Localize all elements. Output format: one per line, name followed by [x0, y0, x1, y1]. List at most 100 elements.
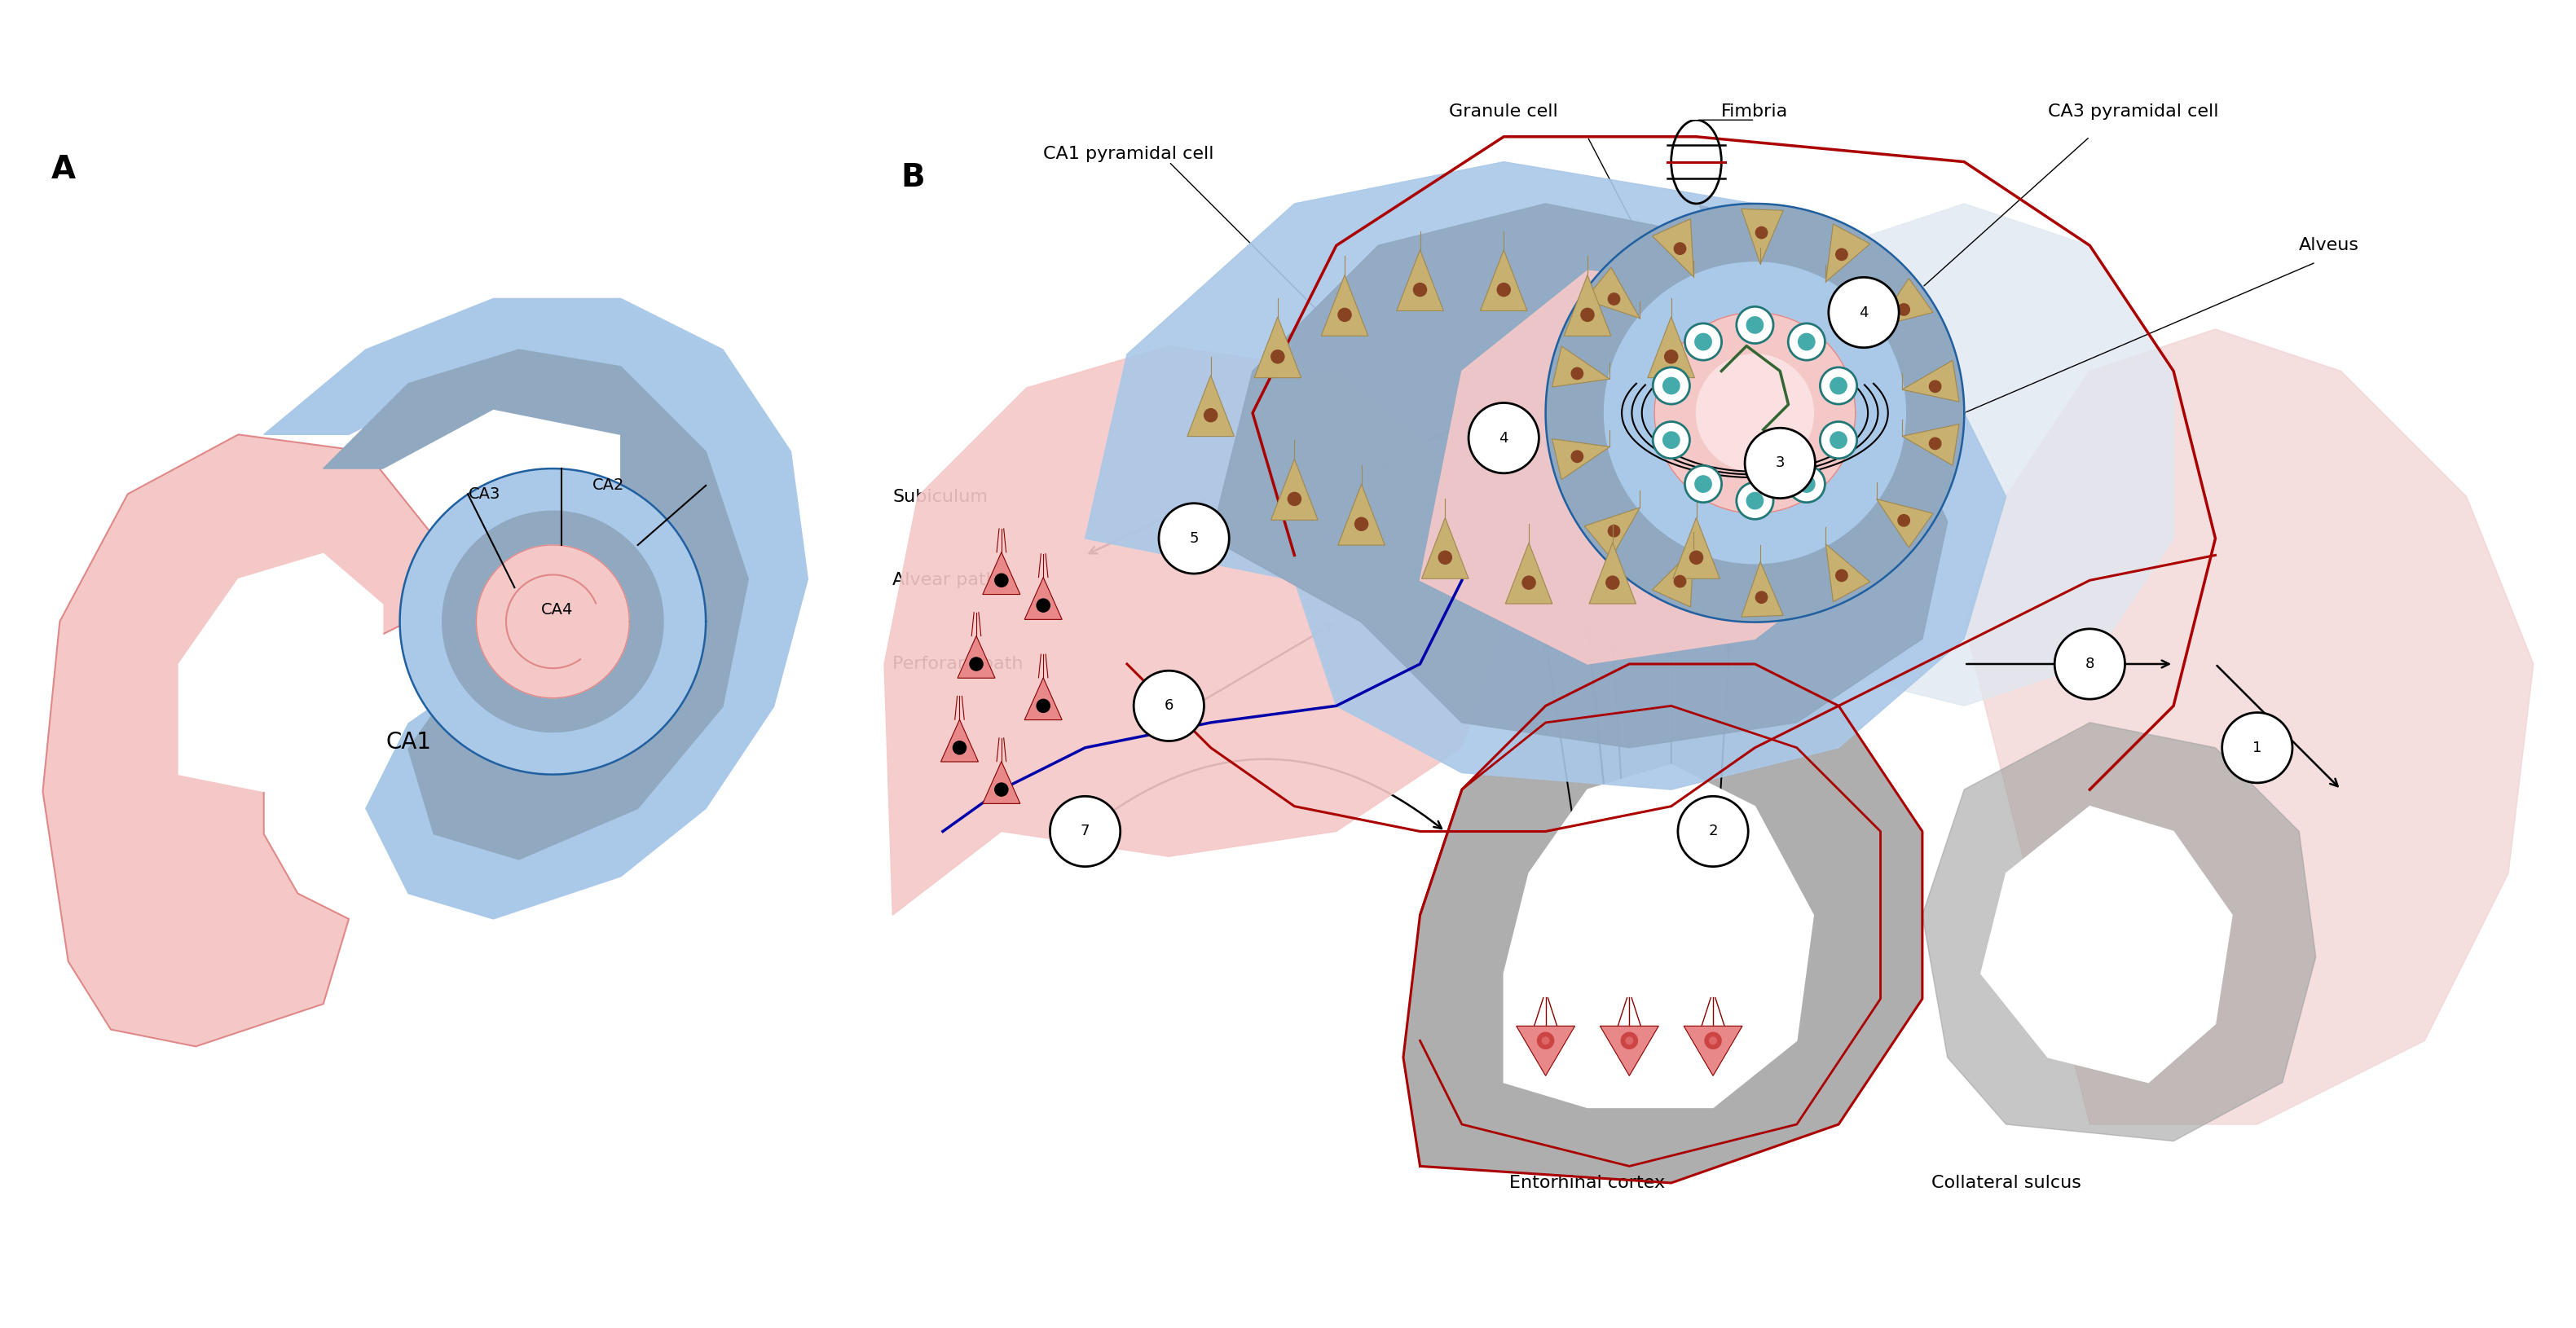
Circle shape [1929, 438, 1942, 449]
Circle shape [1798, 333, 1816, 351]
Polygon shape [1504, 765, 1814, 1108]
Polygon shape [443, 511, 665, 732]
Circle shape [1674, 575, 1685, 587]
Text: 2: 2 [1708, 825, 1718, 839]
Text: 5: 5 [1190, 531, 1198, 546]
Text: Fimbria: Fimbria [1721, 104, 1788, 120]
Polygon shape [1600, 1027, 1659, 1076]
Text: CA3: CA3 [469, 486, 500, 502]
Text: CA4: CA4 [541, 603, 572, 618]
Polygon shape [325, 349, 750, 859]
Polygon shape [1651, 219, 1695, 278]
Text: Perforant path: Perforant path [891, 656, 1023, 672]
Polygon shape [477, 544, 629, 699]
Circle shape [1036, 599, 1051, 612]
Circle shape [994, 574, 1007, 587]
Circle shape [1899, 304, 1909, 315]
Circle shape [1757, 591, 1767, 603]
Circle shape [1571, 450, 1584, 462]
Circle shape [1685, 466, 1721, 502]
Circle shape [1607, 525, 1620, 537]
Polygon shape [1741, 208, 1783, 264]
Circle shape [1414, 283, 1427, 296]
Text: 4: 4 [1860, 305, 1868, 320]
Polygon shape [399, 469, 706, 774]
Polygon shape [1255, 317, 1301, 377]
Circle shape [1543, 1037, 1548, 1044]
Text: Alvear path: Alvear path [891, 572, 997, 588]
Polygon shape [1517, 1027, 1574, 1076]
Polygon shape [1685, 1027, 1741, 1076]
Polygon shape [1826, 224, 1870, 282]
Circle shape [1605, 576, 1620, 590]
Circle shape [1788, 324, 1824, 360]
Circle shape [1355, 518, 1368, 531]
Circle shape [1654, 368, 1690, 404]
Circle shape [1607, 293, 1620, 305]
Polygon shape [1025, 578, 1061, 619]
Polygon shape [1584, 507, 1641, 558]
Circle shape [1747, 493, 1762, 509]
Polygon shape [1337, 485, 1386, 546]
Text: 7: 7 [1079, 825, 1090, 839]
Text: 4: 4 [1499, 430, 1510, 445]
Polygon shape [1396, 250, 1443, 311]
Polygon shape [1654, 312, 1855, 514]
Polygon shape [1564, 275, 1610, 336]
Text: Granule cell: Granule cell [1450, 104, 1558, 120]
Polygon shape [1551, 438, 1610, 479]
Circle shape [1821, 422, 1857, 458]
Polygon shape [1422, 518, 1468, 579]
Text: A: A [52, 154, 75, 185]
Polygon shape [1321, 275, 1368, 336]
Circle shape [1337, 308, 1352, 321]
Circle shape [1837, 570, 1847, 582]
Text: 3: 3 [1775, 456, 1785, 470]
Polygon shape [1698, 355, 1814, 471]
Circle shape [953, 741, 966, 754]
Text: 6: 6 [1164, 699, 1175, 713]
Polygon shape [1419, 271, 1862, 664]
Circle shape [1821, 368, 1857, 404]
Circle shape [1798, 475, 1816, 493]
Circle shape [1582, 308, 1595, 321]
Text: CA1: CA1 [386, 730, 430, 754]
Circle shape [1620, 1032, 1638, 1049]
Circle shape [1710, 1037, 1716, 1044]
Circle shape [1736, 482, 1772, 519]
Text: B: B [902, 162, 925, 193]
Circle shape [1829, 278, 1899, 348]
Circle shape [1051, 797, 1121, 867]
Circle shape [994, 784, 1007, 795]
Circle shape [1625, 1037, 1633, 1044]
Polygon shape [1025, 677, 1061, 720]
Polygon shape [1875, 499, 1932, 547]
Circle shape [1829, 432, 1847, 449]
Polygon shape [1546, 203, 1963, 622]
Text: Alveus: Alveus [2298, 238, 2360, 254]
Circle shape [1203, 409, 1218, 422]
Text: CA1 pyramidal cell: CA1 pyramidal cell [1043, 146, 1213, 162]
Polygon shape [1481, 250, 1528, 311]
Text: CA3 pyramidal cell: CA3 pyramidal cell [2048, 104, 2218, 120]
Circle shape [2056, 629, 2125, 699]
Polygon shape [1741, 562, 1783, 618]
Polygon shape [884, 347, 1504, 915]
Text: CA2: CA2 [592, 478, 623, 493]
Circle shape [1133, 671, 1203, 741]
Circle shape [1468, 402, 1538, 473]
Polygon shape [958, 636, 994, 679]
Polygon shape [44, 434, 433, 1046]
Text: Entorhinal cortex: Entorhinal cortex [1510, 1175, 1664, 1191]
Circle shape [1159, 503, 1229, 574]
Polygon shape [940, 720, 979, 762]
Text: 8: 8 [2084, 656, 2094, 672]
Circle shape [1685, 324, 1721, 360]
Polygon shape [505, 575, 595, 668]
Polygon shape [1584, 267, 1641, 319]
Circle shape [1788, 466, 1824, 502]
Polygon shape [1404, 664, 1922, 1183]
Polygon shape [1084, 162, 2007, 790]
Polygon shape [1270, 459, 1319, 521]
Polygon shape [1605, 262, 1906, 563]
